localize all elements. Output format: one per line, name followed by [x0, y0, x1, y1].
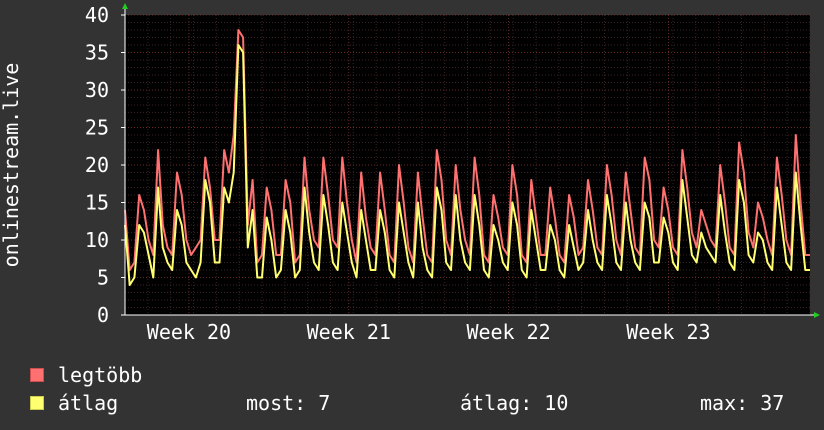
- axes: [122, 3, 820, 318]
- legend-label-atlag: átlag: [58, 391, 119, 415]
- series-line-atlag: [124, 44, 810, 286]
- y-tick-label: 30: [85, 78, 109, 102]
- stat-atlag: átlag: 10: [460, 391, 569, 415]
- series-group: [124, 29, 810, 286]
- legend-label-legtobb: legtöbb: [58, 363, 143, 387]
- legend-item-legtobb: legtöbb: [30, 363, 142, 387]
- x-tick-label: Week 23: [626, 320, 710, 344]
- y-tick-label: 15: [85, 191, 109, 215]
- grid: [124, 14, 811, 315]
- y-tick-label: 10: [85, 228, 109, 252]
- x-tick-label: Week 20: [147, 320, 231, 344]
- y-tick-label: 0: [97, 303, 109, 327]
- x-tick-label: Week 22: [466, 320, 550, 344]
- x-tick-label: Week 21: [307, 320, 391, 344]
- x-axis-arrow: [814, 312, 820, 318]
- legend-swatch-legtobb: [30, 368, 44, 382]
- y-tick-label: 5: [97, 266, 109, 290]
- x-axis-ticks: Week 20 Week 21 Week 22 Week 23: [147, 320, 711, 344]
- legend-swatch-atlag: [30, 396, 44, 410]
- y-axis-ticks: 0 5 10 15 20 25 30 35 40: [85, 3, 125, 327]
- y-tick-label: 40: [85, 3, 109, 27]
- series-line-legtobb: [124, 29, 810, 271]
- y-tick-label: 20: [85, 153, 109, 177]
- stat-max: max: 37: [700, 391, 785, 415]
- legend-item-atlag: átlag: [30, 391, 118, 415]
- y-axis-arrow: [122, 3, 128, 9]
- y-axis-label: onlinestream.live: [0, 63, 23, 268]
- y-tick-label: 35: [85, 41, 109, 65]
- y-tick-label: 25: [85, 116, 109, 140]
- stat-most: most: 7: [246, 391, 331, 415]
